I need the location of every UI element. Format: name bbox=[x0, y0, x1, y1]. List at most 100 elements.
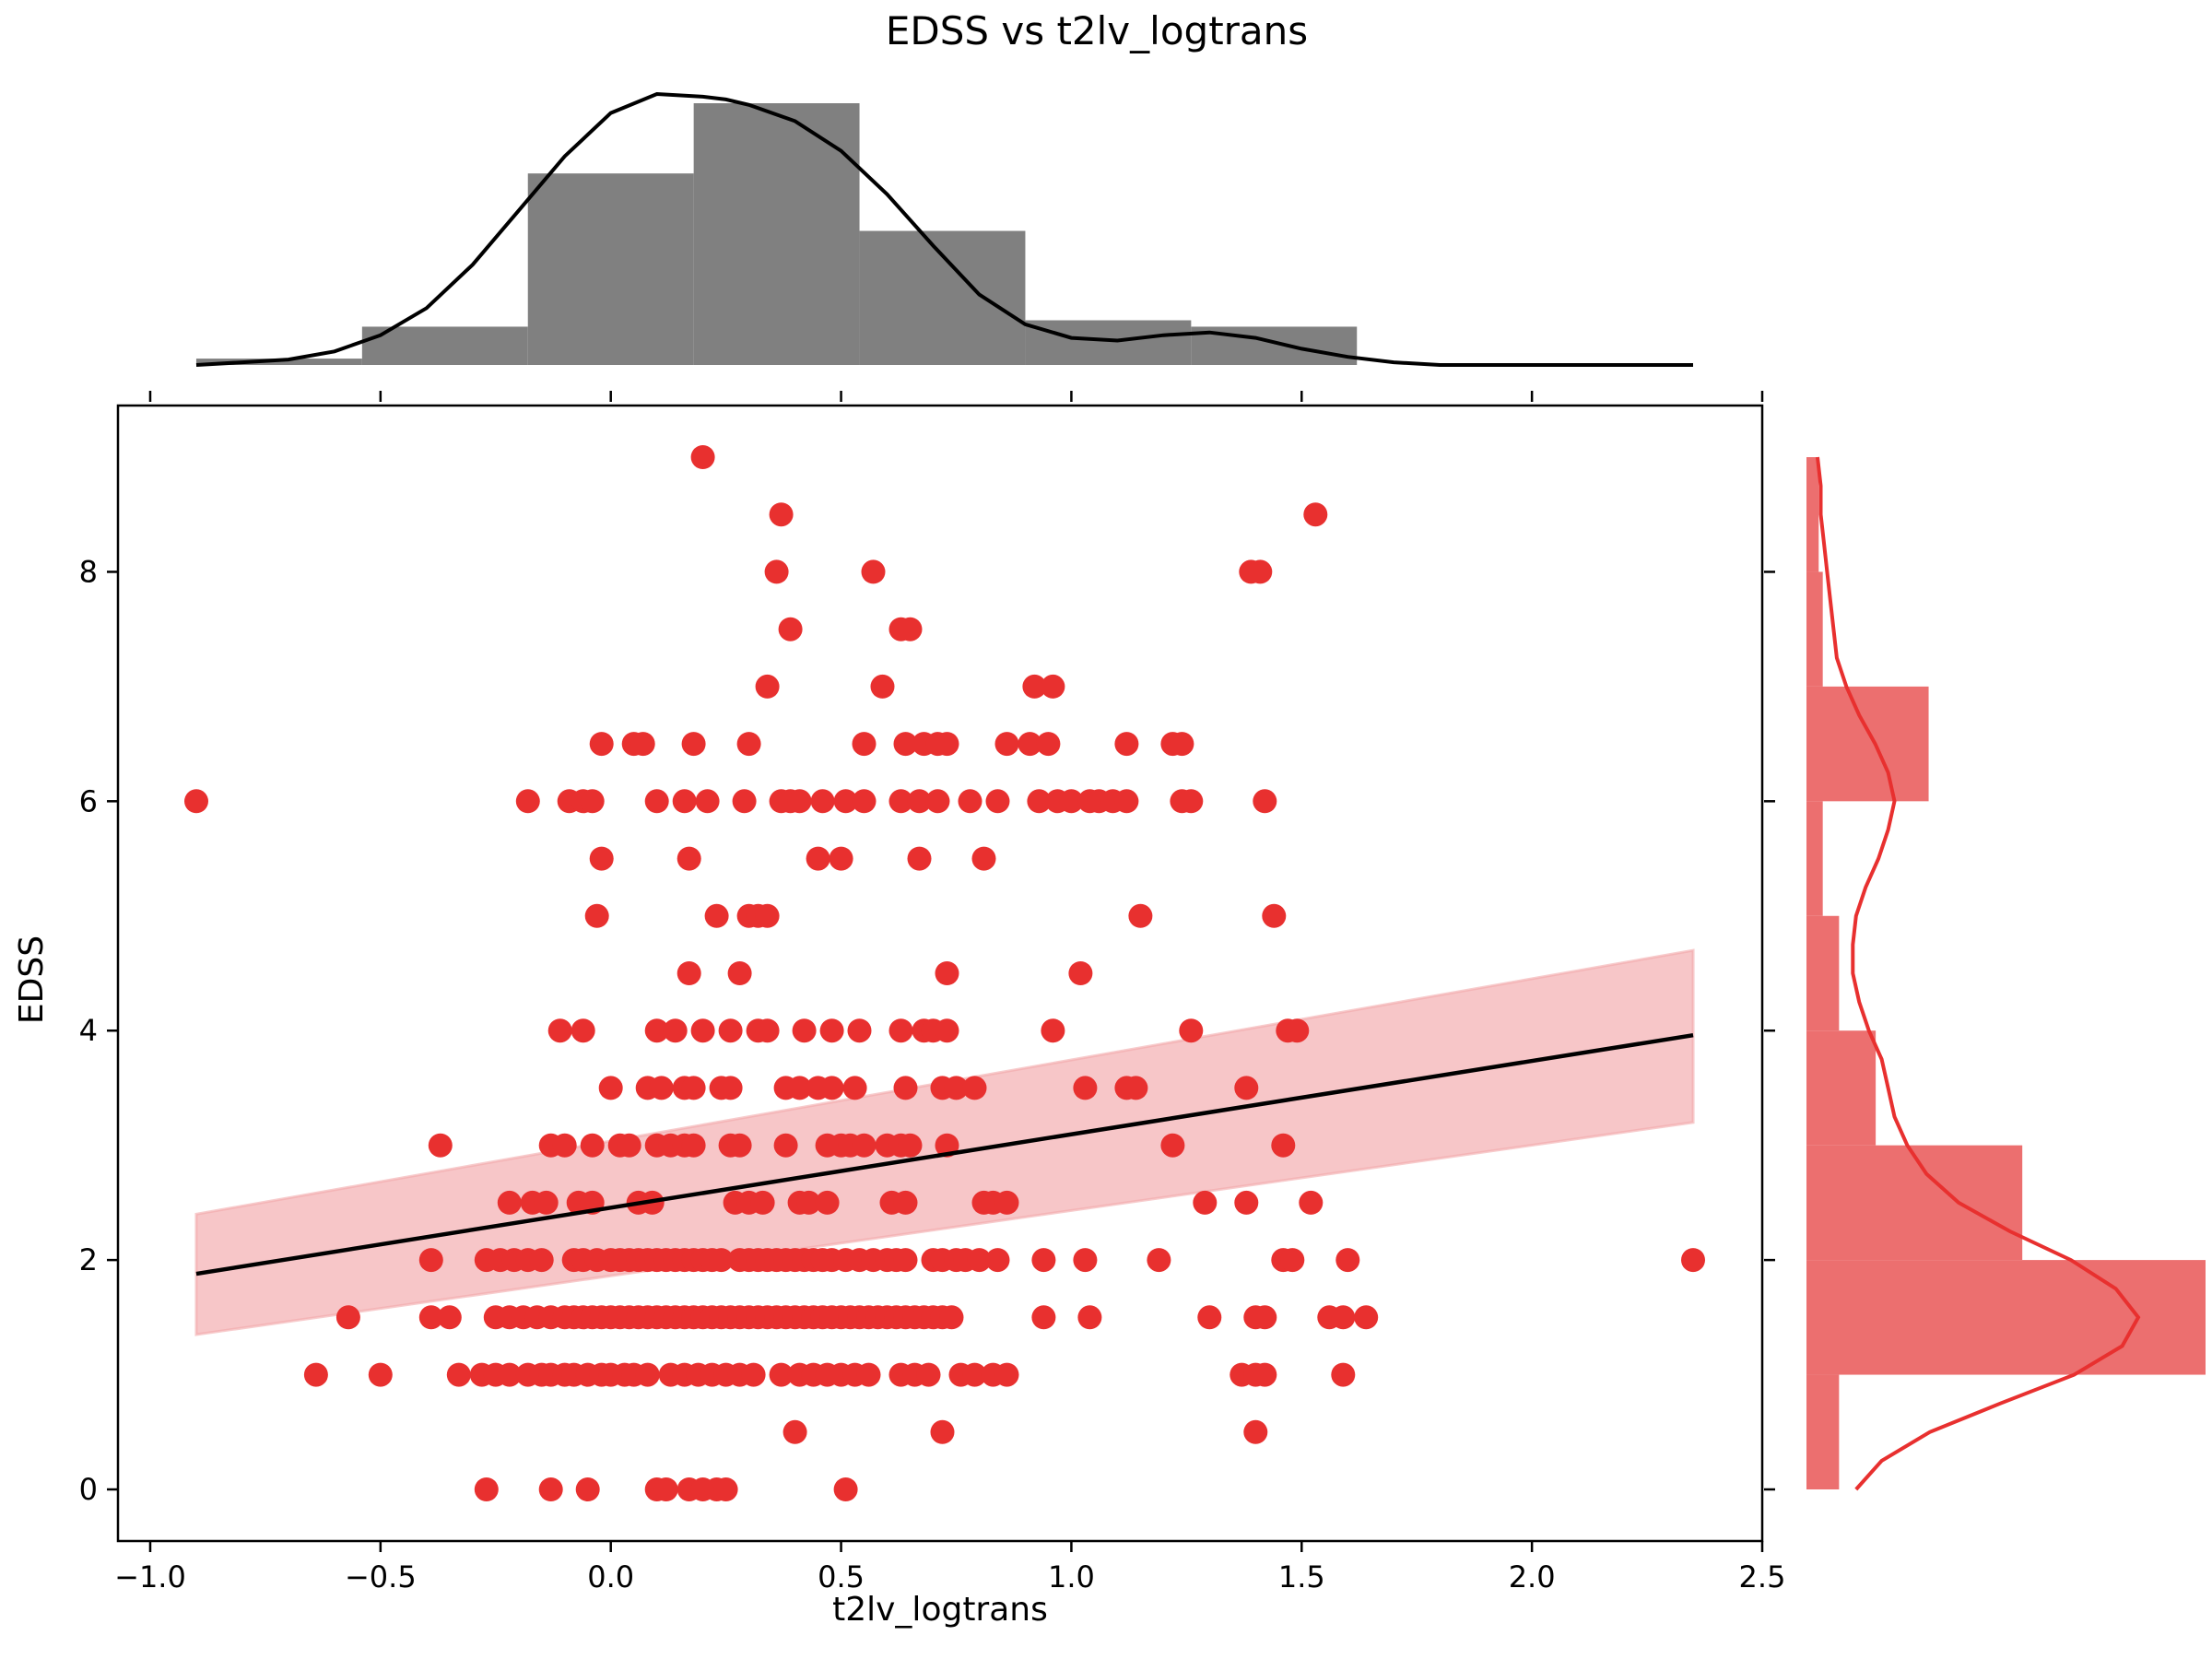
data-point bbox=[575, 1477, 600, 1501]
data-point bbox=[893, 1248, 918, 1273]
x-hist-bar bbox=[859, 230, 1026, 365]
data-point bbox=[1179, 1018, 1204, 1043]
x-kde-curve bbox=[195, 91, 1693, 367]
data-point bbox=[1280, 1248, 1305, 1273]
x-hist-bar bbox=[361, 326, 528, 365]
data-point bbox=[755, 674, 780, 699]
data-point bbox=[571, 1018, 595, 1043]
data-point bbox=[677, 846, 701, 871]
x-tick-label: 0.5 bbox=[818, 1559, 865, 1594]
regression-line bbox=[195, 1032, 1694, 1277]
data-point bbox=[994, 732, 1019, 757]
data-point bbox=[617, 1133, 641, 1158]
data-point bbox=[769, 502, 794, 527]
right-marginal bbox=[1806, 456, 2206, 1491]
y-tick-label: 8 bbox=[79, 554, 98, 589]
data-point bbox=[755, 1018, 780, 1043]
data-point bbox=[1036, 732, 1061, 757]
data-point bbox=[303, 1362, 328, 1387]
data-point bbox=[552, 1133, 577, 1158]
data-point bbox=[935, 961, 959, 985]
data-point bbox=[741, 1362, 766, 1387]
data-point bbox=[677, 961, 701, 985]
x-axis-ticks: −1.0 −0.5 0.0 0.5 1.0 1.5 2.0 2.5 bbox=[114, 391, 1785, 1594]
data-point bbox=[474, 1477, 499, 1501]
data-point bbox=[907, 789, 932, 814]
data-point bbox=[930, 1419, 955, 1444]
data-point bbox=[1262, 903, 1287, 928]
data-point bbox=[935, 732, 959, 757]
data-point bbox=[1248, 559, 1273, 584]
data-point bbox=[1234, 1190, 1259, 1215]
data-point bbox=[727, 1133, 752, 1158]
data-point bbox=[829, 846, 853, 871]
data-point bbox=[335, 1305, 360, 1330]
y-hist-bar bbox=[1806, 1145, 2023, 1261]
x-tick-label: 1.5 bbox=[1278, 1559, 1325, 1594]
data-point bbox=[944, 1076, 969, 1100]
data-point bbox=[833, 1477, 858, 1501]
data-point bbox=[1160, 1133, 1185, 1158]
data-point bbox=[819, 1076, 844, 1100]
data-point bbox=[437, 1305, 462, 1330]
data-point bbox=[534, 1190, 559, 1215]
data-point bbox=[672, 789, 697, 814]
data-point bbox=[1073, 1248, 1098, 1273]
y-hist-bar bbox=[1806, 801, 1823, 916]
y-hist-bar bbox=[1806, 1260, 2206, 1375]
data-point bbox=[1073, 1076, 1098, 1100]
data-point bbox=[796, 1190, 821, 1215]
data-point bbox=[893, 732, 918, 757]
data-point bbox=[1354, 1305, 1379, 1330]
scatter-points bbox=[184, 445, 1705, 1501]
data-point bbox=[1331, 1362, 1356, 1387]
x-hist-bar bbox=[527, 173, 694, 365]
data-point bbox=[806, 846, 830, 871]
data-point bbox=[1331, 1305, 1356, 1330]
data-point bbox=[1128, 903, 1153, 928]
y-hist-bar bbox=[1806, 915, 1840, 1031]
data-point bbox=[935, 1018, 959, 1043]
data-point bbox=[718, 1018, 743, 1043]
data-point bbox=[1068, 961, 1093, 985]
y-kde-curve bbox=[1816, 456, 2141, 1491]
data-point bbox=[1234, 1076, 1259, 1100]
data-point bbox=[769, 1362, 794, 1387]
data-point bbox=[1059, 789, 1084, 814]
data-point bbox=[1681, 1248, 1705, 1273]
data-point bbox=[958, 789, 982, 814]
data-point bbox=[704, 903, 729, 928]
data-point bbox=[994, 1190, 1019, 1215]
data-point bbox=[939, 1305, 964, 1330]
data-point bbox=[1253, 1305, 1277, 1330]
data-point bbox=[778, 617, 803, 641]
y-axis-label: EDSS bbox=[13, 935, 51, 1024]
data-point bbox=[810, 789, 835, 814]
data-point bbox=[856, 1362, 881, 1387]
data-point bbox=[870, 674, 895, 699]
data-point bbox=[985, 789, 1010, 814]
data-point bbox=[418, 1248, 443, 1273]
y-axis-ticks: 0 2 4 6 8 bbox=[79, 554, 1775, 1507]
data-point bbox=[1193, 1190, 1218, 1215]
data-point bbox=[663, 1018, 688, 1043]
data-point bbox=[833, 789, 858, 814]
data-point bbox=[898, 1133, 923, 1158]
x-hist-bar bbox=[1025, 320, 1192, 365]
data-point bbox=[893, 1190, 918, 1215]
data-point bbox=[764, 559, 789, 584]
chart-title: EDSS vs t2lv_logtrans bbox=[886, 8, 1308, 53]
y-tick-label: 0 bbox=[79, 1472, 98, 1507]
data-point bbox=[428, 1133, 453, 1158]
plot-frame bbox=[116, 404, 1764, 1543]
y-hist-bar bbox=[1806, 686, 1929, 802]
data-point bbox=[925, 789, 950, 814]
y-hist-bar bbox=[1806, 571, 1823, 687]
data-point bbox=[907, 846, 932, 871]
data-point bbox=[538, 1477, 563, 1501]
data-point bbox=[847, 1018, 872, 1043]
data-point bbox=[861, 559, 886, 584]
data-point bbox=[1179, 789, 1204, 814]
data-point bbox=[497, 1190, 522, 1215]
data-point bbox=[1271, 1133, 1296, 1158]
